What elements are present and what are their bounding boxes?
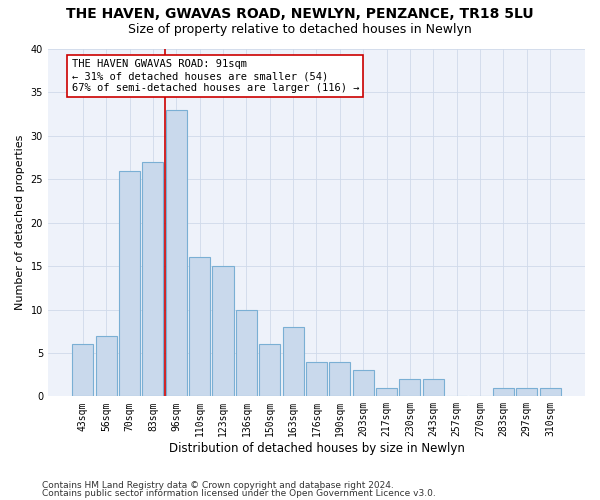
Bar (236, 310, 257, 396)
Bar (493, 388, 514, 396)
Bar (516, 388, 537, 396)
Y-axis label: Number of detached properties: Number of detached properties (15, 135, 25, 310)
Bar (539, 388, 560, 396)
Bar (95, 336, 117, 396)
Bar (306, 362, 327, 396)
Bar (400, 379, 421, 396)
X-axis label: Distribution of detached houses by size in Newlyn: Distribution of detached houses by size … (169, 442, 464, 455)
Bar (376, 388, 397, 396)
Bar (73, 344, 94, 397)
Text: Size of property relative to detached houses in Newlyn: Size of property relative to detached ho… (128, 24, 472, 36)
Bar (189, 258, 210, 396)
Text: Contains public sector information licensed under the Open Government Licence v3: Contains public sector information licen… (42, 489, 436, 498)
Bar (212, 266, 233, 396)
Bar (353, 370, 374, 396)
Bar (329, 362, 350, 396)
Text: THE HAVEN GWAVAS ROAD: 91sqm
← 31% of detached houses are smaller (54)
67% of se: THE HAVEN GWAVAS ROAD: 91sqm ← 31% of de… (71, 60, 359, 92)
Bar (119, 170, 140, 396)
Bar (423, 379, 444, 396)
Bar (142, 162, 163, 396)
Bar (166, 110, 187, 397)
Text: Contains HM Land Registry data © Crown copyright and database right 2024.: Contains HM Land Registry data © Crown c… (42, 480, 394, 490)
Bar (283, 327, 304, 396)
Bar (259, 344, 280, 397)
Text: THE HAVEN, GWAVAS ROAD, NEWLYN, PENZANCE, TR18 5LU: THE HAVEN, GWAVAS ROAD, NEWLYN, PENZANCE… (66, 8, 534, 22)
